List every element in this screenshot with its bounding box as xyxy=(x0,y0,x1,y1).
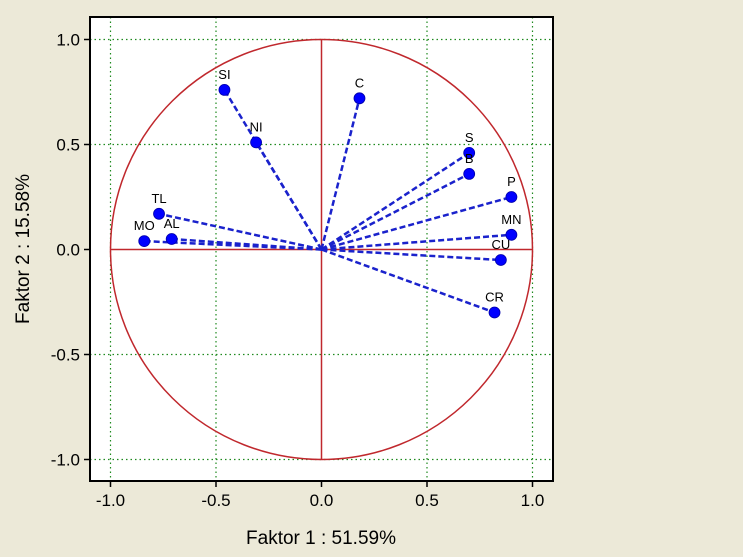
point-label-mn: MN xyxy=(501,212,521,227)
vector-b xyxy=(320,172,470,251)
x-axis-title: Faktor 1 : 51.59% xyxy=(246,528,396,549)
y-tick-label: -0.5 xyxy=(51,346,80,365)
point-tl xyxy=(153,207,165,220)
point-label-cu: CU xyxy=(491,237,510,252)
point-mo xyxy=(138,235,151,248)
point-label-al: AL xyxy=(164,216,180,231)
ticks: -1.0 -0.5 0.0 0.5 1.0 -1.0 -0.5 0.0 0.5 1.0 xyxy=(51,31,545,511)
vectors xyxy=(144,89,512,314)
vector-mn xyxy=(321,233,512,251)
point-ni xyxy=(250,136,262,149)
point-label-tl: TL xyxy=(151,191,166,206)
point-al xyxy=(165,233,178,245)
vector-c xyxy=(320,97,361,250)
y-tick-label: 0.0 xyxy=(56,241,80,260)
plot-frame xyxy=(89,16,554,482)
y-tick-label: 0.5 xyxy=(56,136,80,155)
point-p xyxy=(505,191,518,203)
points: SI C NI SB P TL MO AL MN CU CR xyxy=(134,67,522,319)
vector-tl xyxy=(158,212,322,251)
x-tick-label: 0.5 xyxy=(415,491,439,510)
vector-cr xyxy=(321,248,495,314)
x-tick-label: -1.0 xyxy=(96,491,125,510)
point-label-s: S xyxy=(465,130,474,145)
vector-p xyxy=(321,195,512,251)
point-mn xyxy=(505,228,518,241)
point-label-p: P xyxy=(507,174,516,189)
vector-s xyxy=(320,151,470,251)
y-tick-label: -1.0 xyxy=(51,451,80,470)
point-label-cr: CR xyxy=(485,290,504,305)
point-label-c: C xyxy=(355,75,364,90)
x-tick-label: 1.0 xyxy=(521,491,545,510)
x-tick-label: 0.0 xyxy=(310,491,334,510)
point-label-mo: MO xyxy=(134,218,155,233)
point-label-ni: NI xyxy=(250,119,263,134)
point-cr xyxy=(488,306,501,319)
point-cu xyxy=(494,254,507,266)
vector-al xyxy=(171,237,322,251)
point-b xyxy=(463,167,476,180)
point-si xyxy=(218,84,231,96)
point-s xyxy=(463,146,476,159)
point-label-si: SI xyxy=(218,67,230,82)
vector-cu xyxy=(321,248,501,262)
y-tick-label: 1.0 xyxy=(56,31,80,50)
vector-ni xyxy=(255,141,323,251)
x-tick-label: -0.5 xyxy=(201,491,230,510)
y-axis-title: Faktor 2 : 15.58% xyxy=(13,174,34,324)
point-c xyxy=(353,92,366,105)
grid xyxy=(90,17,553,481)
point-label-b: B xyxy=(465,151,474,166)
